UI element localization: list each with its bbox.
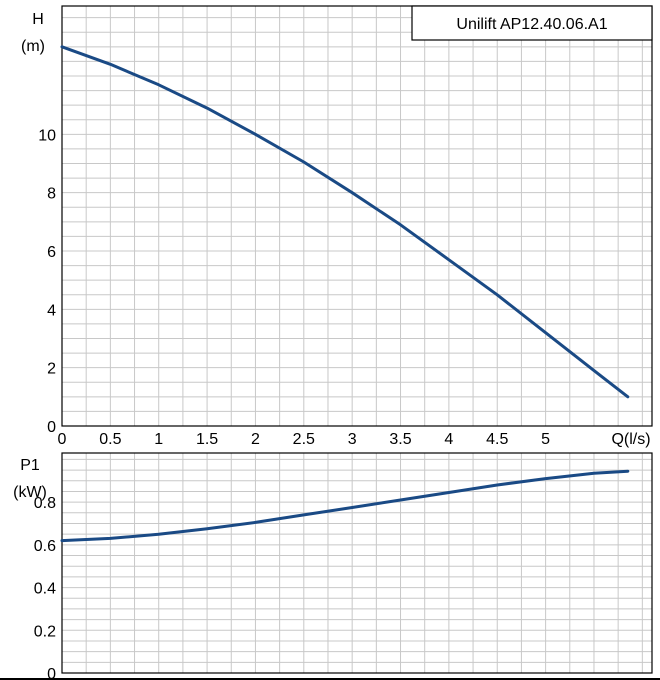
power-y-tick-label: 0.4 bbox=[34, 581, 56, 598]
power-axis-label-line2: (kW) bbox=[13, 484, 47, 501]
x-tick-label: 0.5 bbox=[99, 431, 121, 448]
x-tick-label: 5 bbox=[541, 431, 550, 448]
x-axis-label: Q(l/s) bbox=[611, 431, 650, 448]
power-chart-grid bbox=[62, 453, 652, 673]
head-y-tick-labels: 0 2 4 6 8 10 bbox=[38, 127, 56, 436]
x-tick-label: 2 bbox=[251, 431, 260, 448]
power-y-tick-label: 0.2 bbox=[34, 623, 56, 640]
head-y-tick-label: 0 bbox=[47, 419, 56, 436]
x-tick-label: 0 bbox=[58, 431, 67, 448]
head-chart-frame bbox=[61, 5, 653, 427]
head-y-tick-label: 6 bbox=[47, 244, 56, 261]
x-tick-label: 4.5 bbox=[486, 431, 508, 448]
x-tick-labels: 0 0.5 1 1.5 2 2.5 3 3.5 4 4.5 5 bbox=[58, 431, 551, 448]
x-tick-label: 4 bbox=[444, 431, 453, 448]
head-y-tick-label: 8 bbox=[47, 186, 56, 203]
head-curve bbox=[60, 45, 630, 399]
x-tick-label: 2.5 bbox=[293, 431, 315, 448]
power-y-tick-labels: 0 0.2 0.4 0.6 0.8 bbox=[34, 495, 56, 680]
power-curve bbox=[60, 469, 630, 543]
head-axis-label-line2: (m) bbox=[21, 38, 45, 55]
power-y-tick-label: 0 bbox=[47, 666, 56, 680]
head-y-tick-label: 4 bbox=[47, 302, 56, 319]
model-label-box bbox=[411, 5, 653, 41]
chart-title: Unilift AP12.40.06.A1 bbox=[456, 16, 607, 33]
head-y-tick-label: 2 bbox=[47, 361, 56, 378]
head-chart-grid bbox=[62, 6, 652, 426]
x-tick-label: 3.5 bbox=[389, 431, 411, 448]
power-axis-label-line1: P1 bbox=[20, 457, 40, 474]
head-axis-label-line1: H bbox=[32, 11, 44, 28]
x-tick-label: 1 bbox=[154, 431, 163, 448]
head-y-tick-label: 10 bbox=[38, 127, 56, 144]
x-tick-label: 3 bbox=[348, 431, 357, 448]
x-tick-label: 1.5 bbox=[196, 431, 218, 448]
power-y-tick-label: 0.6 bbox=[34, 538, 56, 555]
power-y-tick-label: 0.8 bbox=[34, 495, 56, 512]
power-chart-frame bbox=[61, 452, 653, 674]
